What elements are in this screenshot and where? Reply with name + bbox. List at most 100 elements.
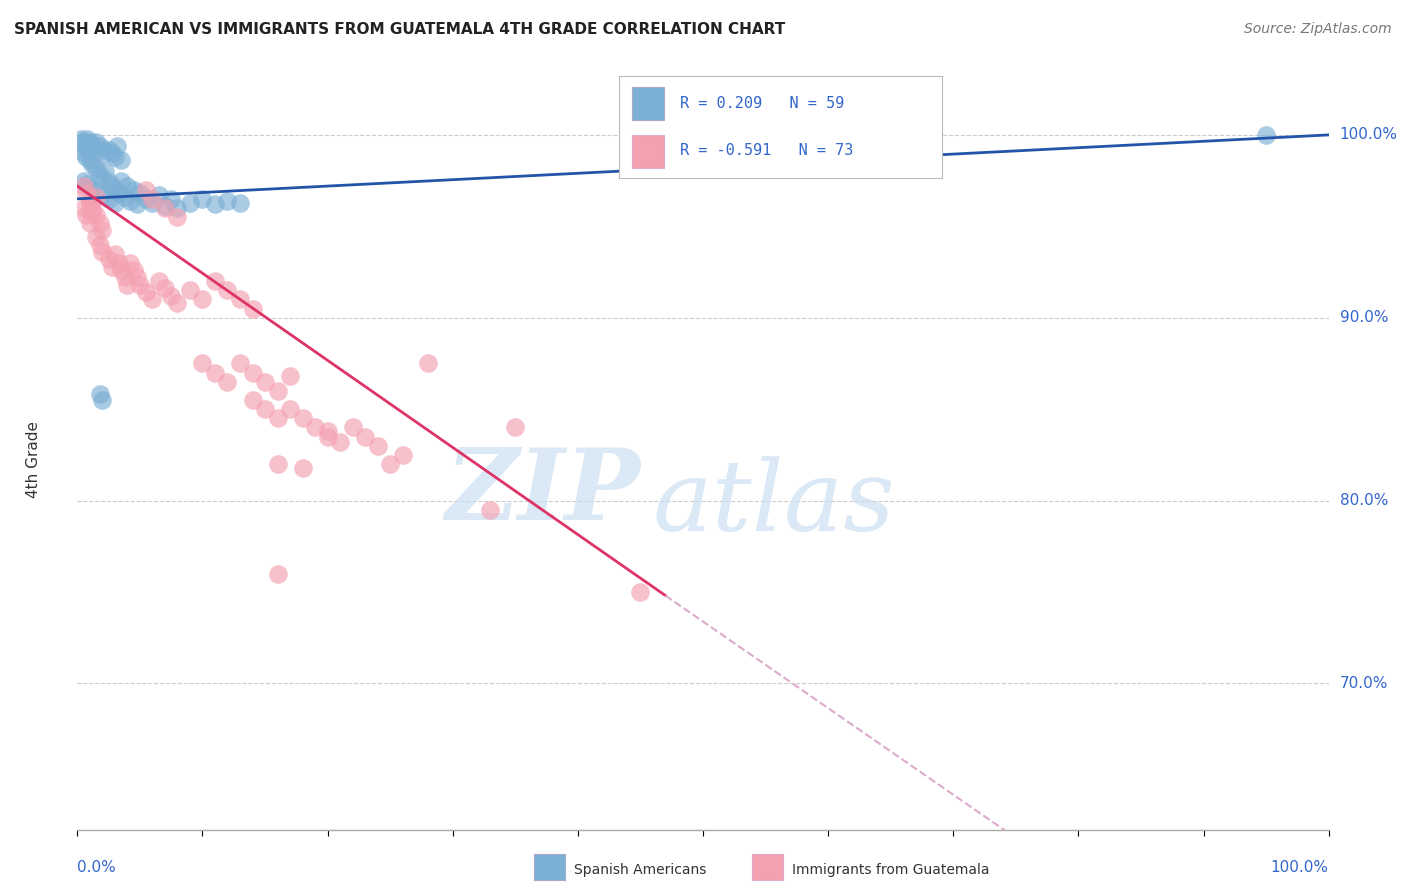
Point: [110, 173, 132, 187]
Point: [122, 183, 145, 197]
Point: [122, 263, 145, 277]
Point: [316, 424, 339, 438]
Point: [229, 293, 252, 307]
Point: [630, 585, 652, 599]
Point: [505, 420, 527, 434]
Point: [118, 194, 141, 208]
Point: [153, 201, 176, 215]
Point: [217, 375, 239, 389]
Point: [153, 281, 176, 295]
Point: [91, 171, 114, 186]
Point: [204, 274, 226, 288]
Point: [75, 186, 97, 201]
Point: [84, 135, 107, 149]
Point: [97, 176, 120, 190]
Point: [91, 392, 114, 407]
Bar: [631, 136, 664, 168]
Point: [380, 457, 402, 471]
Point: [72, 201, 94, 215]
Point: [291, 460, 314, 475]
Point: [79, 216, 101, 230]
Point: [72, 173, 94, 187]
Point: [82, 201, 104, 215]
Point: [79, 181, 101, 195]
Point: [1256, 128, 1278, 142]
Point: [135, 183, 157, 197]
Point: [141, 192, 163, 206]
Point: [84, 161, 107, 175]
Point: [79, 197, 101, 211]
Point: [79, 135, 101, 149]
Point: [107, 186, 129, 201]
Point: [72, 146, 94, 161]
Point: [179, 283, 201, 297]
Point: [204, 366, 226, 380]
Point: [204, 197, 226, 211]
Point: [166, 210, 188, 224]
Point: [89, 139, 111, 153]
Point: [391, 448, 413, 462]
Point: [73, 139, 96, 153]
Point: [266, 384, 288, 398]
Point: [104, 150, 127, 164]
Point: [316, 429, 339, 443]
Point: [141, 195, 163, 210]
Text: 0.0%: 0.0%: [77, 860, 117, 875]
Point: [191, 293, 214, 307]
Point: [110, 263, 132, 277]
Point: [84, 230, 107, 244]
Point: [266, 566, 288, 581]
Point: [91, 143, 114, 157]
Text: 4th Grade: 4th Grade: [27, 421, 41, 498]
Point: [84, 190, 107, 204]
Point: [342, 420, 364, 434]
Point: [229, 195, 252, 210]
Point: [217, 283, 239, 297]
Point: [166, 296, 188, 310]
Point: [91, 244, 114, 259]
Point: [367, 439, 389, 453]
Point: [79, 194, 101, 208]
Point: [75, 150, 97, 164]
Text: Immigrants from Guatemala: Immigrants from Guatemala: [792, 863, 988, 877]
Point: [94, 146, 117, 161]
Point: [79, 153, 101, 168]
Point: [104, 246, 127, 260]
Point: [166, 201, 188, 215]
Point: [127, 270, 149, 285]
Point: [82, 204, 104, 219]
Point: [191, 192, 214, 206]
Bar: [631, 87, 664, 120]
Point: [76, 143, 98, 157]
Point: [101, 179, 124, 194]
Point: [114, 270, 136, 285]
Text: 90.0%: 90.0%: [1340, 310, 1388, 326]
Point: [135, 285, 157, 299]
Text: atlas: atlas: [652, 456, 896, 551]
Point: [94, 164, 117, 178]
Point: [118, 256, 141, 270]
Text: 80.0%: 80.0%: [1340, 493, 1388, 508]
Point: [135, 192, 157, 206]
Point: [291, 411, 314, 425]
Point: [278, 402, 301, 417]
Text: SPANISH AMERICAN VS IMMIGRANTS FROM GUATEMALA 4TH GRADE CORRELATION CHART: SPANISH AMERICAN VS IMMIGRANTS FROM GUAT…: [14, 22, 786, 37]
Point: [160, 289, 183, 303]
Point: [89, 387, 111, 401]
Point: [104, 195, 127, 210]
Text: R = 0.209   N = 59: R = 0.209 N = 59: [681, 96, 845, 111]
Point: [253, 375, 276, 389]
Text: 70.0%: 70.0%: [1340, 676, 1388, 690]
Point: [97, 192, 120, 206]
Point: [129, 186, 152, 201]
Point: [242, 366, 264, 380]
Point: [84, 208, 107, 222]
Point: [191, 356, 214, 370]
Point: [105, 139, 128, 153]
Point: [253, 402, 276, 417]
Point: [110, 153, 132, 168]
Text: 100.0%: 100.0%: [1340, 128, 1398, 143]
Point: [82, 139, 104, 153]
Text: Spanish Americans: Spanish Americans: [574, 863, 706, 877]
Point: [148, 274, 170, 288]
